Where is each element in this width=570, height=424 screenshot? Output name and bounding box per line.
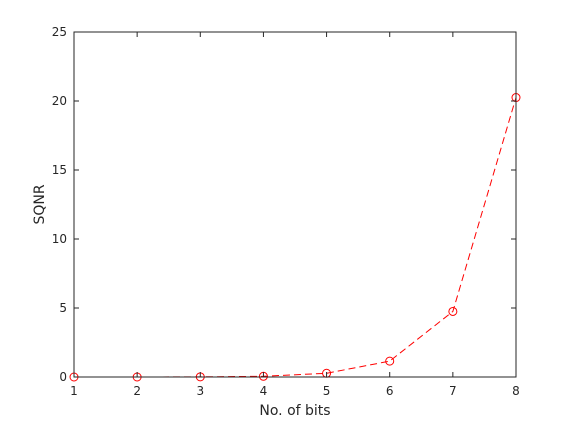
y-tick-label: 20	[52, 94, 67, 108]
plot-area	[74, 32, 516, 377]
y-tick-label: 0	[59, 370, 67, 384]
x-tick-label: 5	[323, 384, 331, 398]
y-tick-label: 5	[59, 301, 67, 315]
y-tick-label: 25	[52, 25, 67, 39]
y-tick-label: 10	[52, 232, 67, 246]
data-point-marker	[385, 356, 395, 366]
x-axis-label: No. of bits	[259, 403, 330, 419]
x-tick-label: 1	[70, 384, 78, 398]
x-tick-label: 8	[512, 384, 520, 398]
x-tick-label: 6	[386, 384, 394, 398]
x-tick-label: 3	[196, 384, 204, 398]
axes-frame	[73, 31, 517, 378]
axes-layer: 1 2 3 4 5 6 7 8 0 5 10 15 20 25	[52, 25, 520, 398]
y-tick-label: 15	[52, 163, 67, 177]
series-line-0	[74, 97, 517, 378]
data-point-marker	[448, 306, 458, 316]
x-tick-label: 2	[133, 384, 141, 398]
x-tick-label: 4	[260, 384, 268, 398]
y-axis-label: SQNR	[32, 184, 48, 224]
x-tick-label: 7	[449, 384, 457, 398]
